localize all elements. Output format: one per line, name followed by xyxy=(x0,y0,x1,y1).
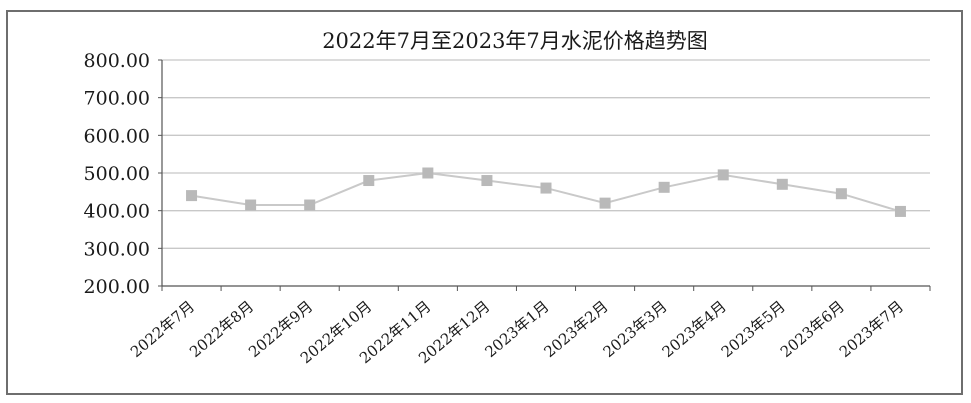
x-tick-label: 2023年5月 xyxy=(718,297,789,361)
data-point xyxy=(304,199,316,211)
data-point xyxy=(186,190,198,202)
data-point xyxy=(717,169,729,181)
chart-frame xyxy=(6,10,963,395)
x-tick-label: 2023年2月 xyxy=(541,297,612,361)
grid-lines xyxy=(162,59,930,249)
y-tick-label: 500.00 xyxy=(84,163,150,185)
data-point xyxy=(835,188,847,200)
x-tick-label: 2023年1月 xyxy=(481,297,552,361)
x-tick-label: 2022年7月 xyxy=(127,297,198,361)
data-point xyxy=(363,175,375,187)
y-tick-label: 700.00 xyxy=(84,88,150,110)
y-tick-label: 300.00 xyxy=(84,238,150,260)
x-tick-label: 2023年7月 xyxy=(836,297,907,361)
data-point xyxy=(481,175,493,187)
data-point xyxy=(658,181,670,193)
x-tick-label: 2023年3月 xyxy=(600,297,671,361)
y-axis-tick-labels: 200.00 300.00 400.00 500.00 600.00 700.00 800.… xyxy=(84,50,150,298)
axes xyxy=(158,59,931,291)
x-tick-label: 2023年6月 xyxy=(777,297,848,361)
x-tick-label: 2023年4月 xyxy=(659,297,730,361)
data-point xyxy=(599,197,611,209)
y-tick-label: 800.00 xyxy=(84,50,150,72)
data-point xyxy=(894,205,906,217)
x-axis-tick-labels: 2022年7月2022年8月2022年9月2022年10月2022年11月202… xyxy=(127,297,907,367)
data-point xyxy=(776,178,788,190)
price-series xyxy=(186,167,906,217)
chart-title: 2022年7月至2023年7月水泥价格趋势图 xyxy=(322,29,708,53)
data-point xyxy=(422,167,434,179)
y-tick-label: 600.00 xyxy=(84,125,150,147)
x-tick-label: 2022年8月 xyxy=(186,297,257,361)
y-tick-label: 400.00 xyxy=(84,201,150,223)
y-tick-label: 200.00 xyxy=(84,276,150,298)
data-point xyxy=(540,182,552,194)
data-point xyxy=(245,199,257,211)
